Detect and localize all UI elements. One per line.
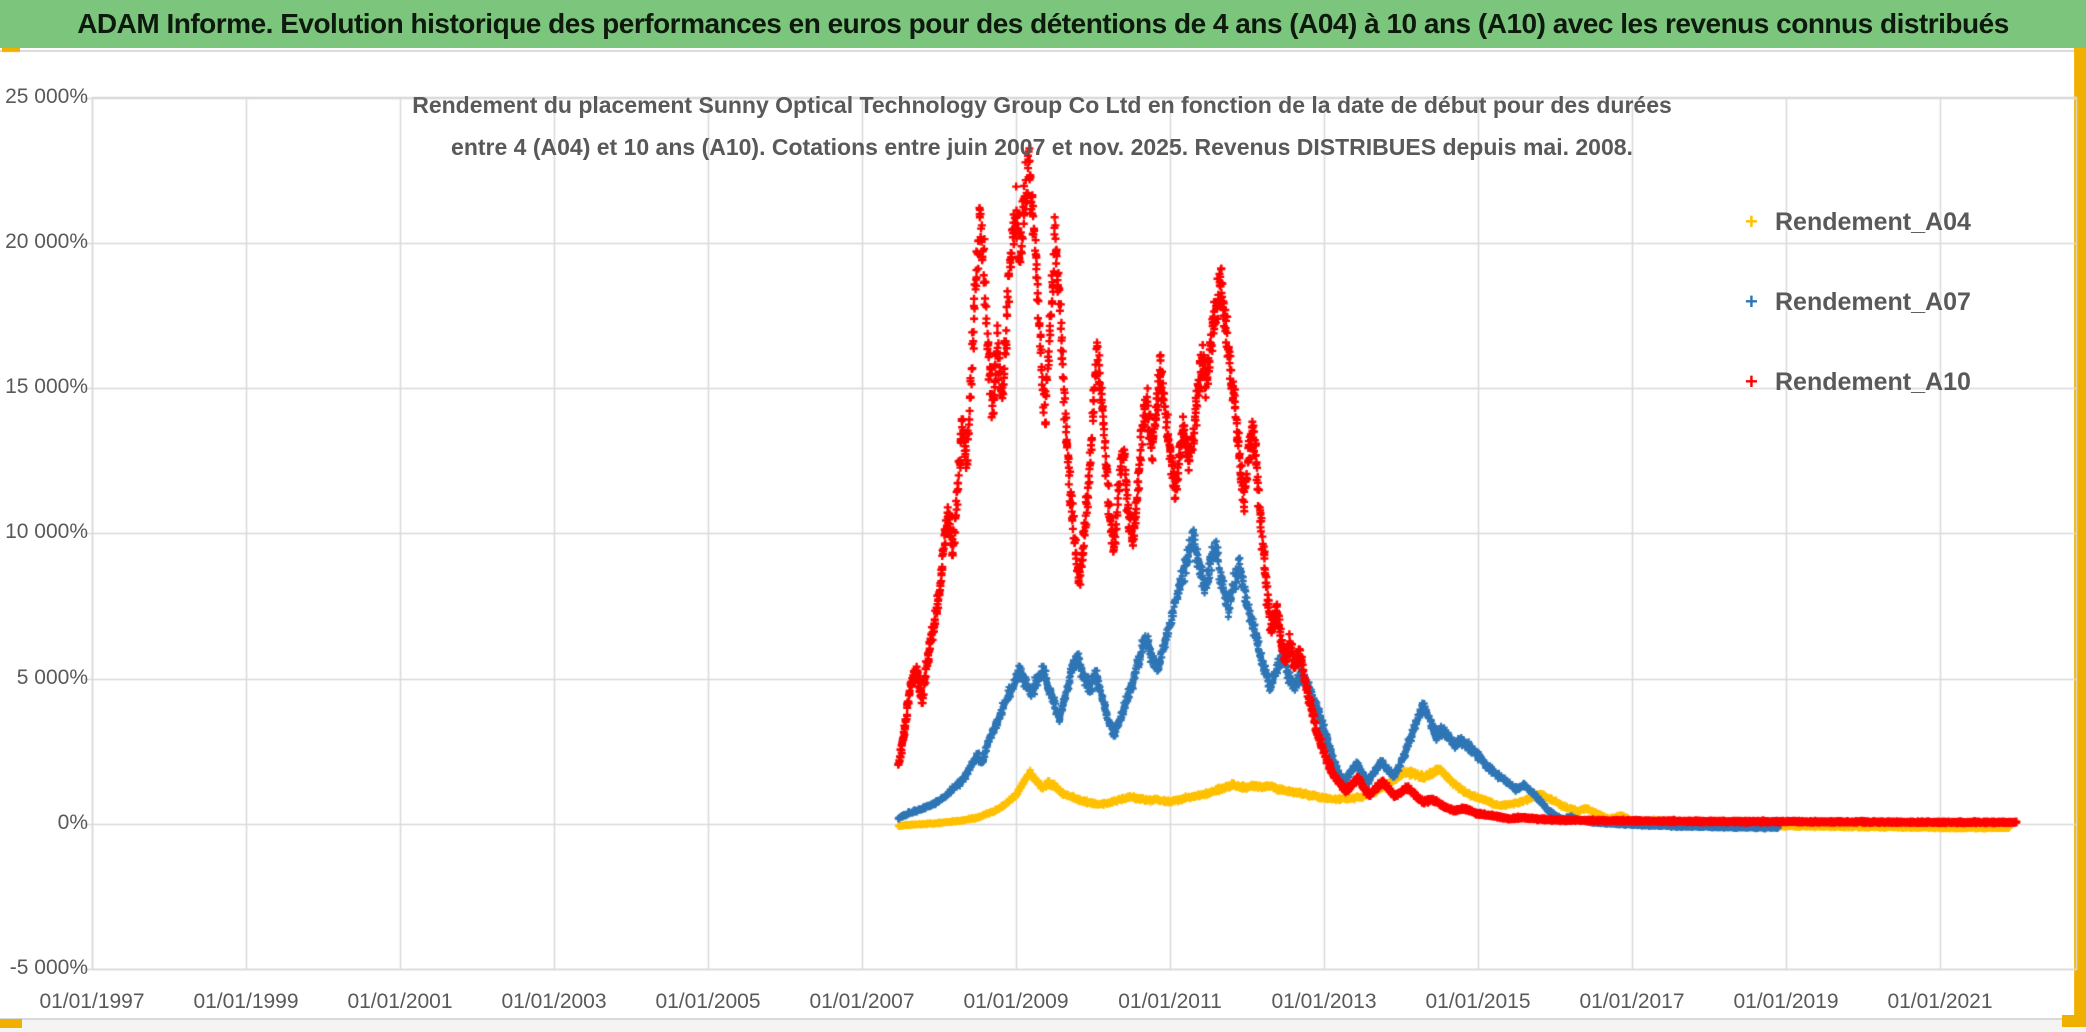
x-axis-tick-label: 01/01/2013 — [1271, 990, 1377, 1013]
x-axis-tick-label: 01/01/2015 — [1425, 990, 1531, 1013]
legend-item-rendement-a07[interactable]: + Rendement_A07 — [1745, 280, 2075, 324]
x-axis-tick-label: 01/01/2009 — [963, 990, 1069, 1013]
x-axis-tick-label: 01/01/2003 — [501, 990, 607, 1013]
selection-accent-bottom-right — [2062, 1015, 2086, 1027]
plus-marker-icon: + — [1745, 369, 1758, 394]
x-axis-tick-label: 01/01/2005 — [655, 990, 761, 1013]
x-axis-tick-label: 01/01/2017 — [1579, 990, 1685, 1013]
x-axis-tick-label: 01/01/1997 — [39, 990, 145, 1013]
legend-label: Rendement_A04 — [1775, 207, 1971, 236]
y-axis-tick-label: -5 000% — [9, 956, 88, 980]
x-axis-tick-label: 01/01/1999 — [193, 990, 299, 1013]
chart-legend: + Rendement_A04 + Rendement_A07 + Rendem… — [1745, 200, 2075, 440]
x-axis-tick-label: 01/01/2011 — [1118, 990, 1222, 1013]
x-axis-tick-label: 01/01/2001 — [347, 990, 453, 1013]
sheet-bottom-gridline — [0, 1018, 2086, 1020]
legend-item-rendement-a04[interactable]: + Rendement_A04 — [1745, 200, 2075, 244]
legend-item-rendement-a10[interactable]: + Rendement_A10 — [1745, 360, 2075, 404]
selection-accent-bottom-left — [0, 1019, 22, 1028]
y-axis-tick-label: 0% — [57, 811, 88, 834]
x-axis-tick-label: 01/01/2007 — [809, 990, 915, 1013]
plus-marker-icon: + — [1745, 209, 1758, 234]
legend-label: Rendement_A10 — [1775, 367, 1971, 396]
y-axis-tick-label: 5 000% — [16, 665, 88, 689]
plus-marker-icon: + — [1745, 289, 1758, 314]
y-axis-tick-label: 25 000% — [5, 84, 88, 108]
chart-title-line1: Rendement du placement Sunny Optical Tec… — [412, 92, 1672, 118]
chart-title-line2: entre 4 (A04) et 10 ans (A10). Cotations… — [451, 134, 1633, 160]
x-axis-tick-label: 01/01/2019 — [1733, 990, 1839, 1013]
chart-title: Rendement du placement Sunny Optical Tec… — [92, 84, 1992, 168]
x-axis-tick-label: 01/01/2021 — [1887, 990, 1993, 1013]
y-axis-tick-label: 20 000% — [5, 229, 88, 253]
y-axis-tick-label: 15 000% — [5, 375, 88, 399]
legend-label: Rendement_A07 — [1775, 287, 1971, 316]
sheet-bottom-strip — [0, 1020, 2086, 1032]
y-axis-tick-label: 10 000% — [5, 520, 88, 544]
